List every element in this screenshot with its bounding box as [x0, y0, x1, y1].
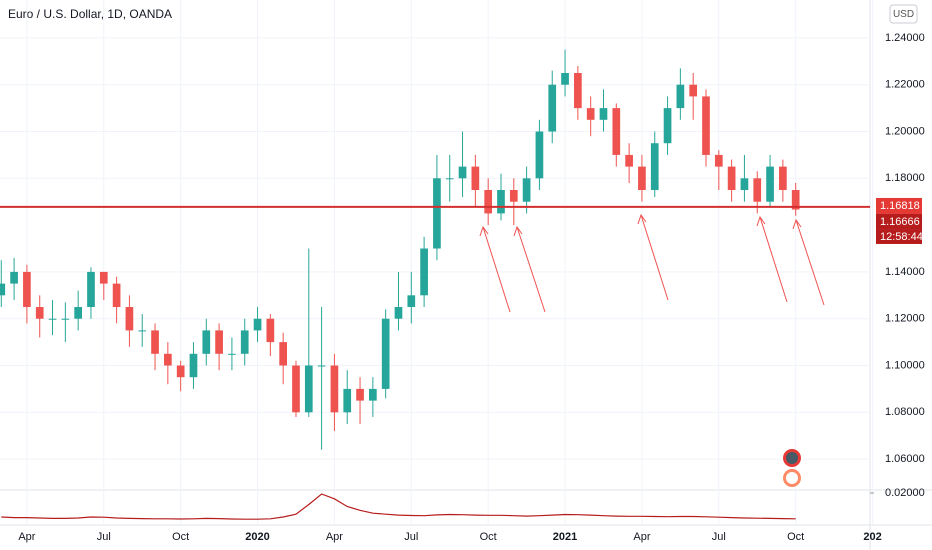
candle-body	[215, 330, 223, 354]
candle-body	[522, 178, 531, 202]
candle-body	[176, 365, 185, 378]
price-label-box	[876, 213, 922, 230]
price-label: 1.16818	[880, 200, 920, 212]
candle-body	[74, 307, 83, 319]
candle-body	[23, 271, 31, 308]
y-tick-label: 1.12000	[885, 313, 925, 325]
candle-body	[189, 353, 198, 378]
candle-body	[791, 190, 800, 210]
candle-body	[484, 190, 493, 214]
countdown: 12:58:44	[880, 231, 923, 243]
candle-body	[317, 365, 326, 367]
x-tick-label: Jul	[404, 531, 418, 543]
candle-body	[10, 271, 18, 284]
y-tick-label: 1.20000	[885, 125, 925, 137]
candle-body	[445, 178, 454, 180]
y-tick-label: 1.14000	[885, 266, 925, 278]
x-tick-label: Apr	[326, 531, 343, 543]
y-tick-label: 1.24000	[885, 32, 925, 44]
candle-body	[125, 307, 134, 331]
price-label-box	[876, 197, 922, 214]
candle-body	[343, 388, 352, 413]
x-tick-label: Oct	[480, 531, 497, 543]
candle-body	[766, 166, 774, 202]
candle-body	[164, 353, 172, 366]
y-tick-label: 1.06000	[885, 453, 925, 465]
candle-body	[0, 283, 6, 296]
candle-body	[304, 365, 313, 413]
candle-body	[714, 154, 723, 167]
candle-body	[407, 295, 416, 308]
candle-body	[548, 84, 557, 132]
candle-body	[330, 365, 339, 413]
candle-body	[740, 178, 749, 191]
candle-body	[381, 318, 390, 389]
y-tick-label: 1.08000	[885, 406, 925, 418]
x-tick-label: Apr	[633, 531, 650, 543]
candle-body	[497, 190, 505, 214]
candle-body	[240, 330, 249, 354]
candle-body	[61, 318, 70, 320]
candle-body	[727, 166, 736, 191]
candle-body	[458, 166, 467, 179]
y-tick-label: 0.02000	[885, 487, 925, 499]
y-tick-label: 1.18000	[885, 172, 925, 184]
x-tick-label: Oct	[787, 531, 804, 543]
candle-body	[112, 283, 121, 308]
x-tick-label: 2021	[553, 531, 577, 543]
candle-body	[535, 131, 544, 179]
x-tick-label: Jul	[712, 531, 726, 543]
candle-body	[471, 166, 480, 191]
candle-body	[650, 143, 659, 191]
x-tick-label: 2020	[245, 531, 269, 543]
countdown-box	[876, 229, 922, 244]
candle-body	[202, 330, 211, 354]
candle-body	[292, 365, 300, 413]
candle-body	[638, 166, 646, 191]
x-tick-label: Apr	[18, 531, 35, 543]
candle-body	[586, 108, 595, 120]
x-tick-label: Jul	[97, 531, 111, 543]
candle-body	[356, 388, 364, 401]
candle-body	[561, 73, 569, 85]
candle-body	[279, 342, 288, 366]
candle-body	[151, 330, 159, 354]
candle-body	[253, 318, 262, 331]
candle-body	[35, 307, 44, 319]
x-tick-label: 202	[863, 531, 881, 543]
candle-body	[369, 388, 377, 401]
indicator-line	[1, 493, 796, 520]
badges	[783, 449, 801, 487]
candle-body	[676, 84, 685, 109]
chart-title: Euro / U.S. Dollar, 1D, OANDA	[8, 7, 172, 21]
currency-button[interactable]	[889, 4, 918, 24]
candle-body	[574, 73, 582, 109]
candle-body	[48, 318, 57, 320]
candle-body	[625, 154, 633, 167]
candle-body	[753, 178, 762, 202]
currency: USD	[893, 9, 914, 20]
candle-body	[228, 353, 236, 355]
candle-body	[87, 271, 95, 308]
price-label: 1.16666	[880, 216, 920, 228]
candle-body	[433, 178, 441, 249]
candle-body	[779, 166, 787, 191]
candle-body	[689, 84, 698, 97]
candle-body	[138, 330, 147, 332]
candle-body	[99, 271, 108, 284]
candle-body	[394, 307, 403, 319]
candle-body	[420, 248, 428, 296]
candle-body	[599, 108, 608, 120]
candle-body	[612, 108, 621, 155]
x-tick-label: Oct	[172, 531, 189, 543]
y-tick-label: 1.10000	[885, 359, 925, 371]
candle-body	[702, 96, 710, 155]
candle-body	[663, 108, 672, 144]
y-tick-label: 1.22000	[885, 79, 925, 91]
arrows	[479, 213, 825, 313]
candle-body	[509, 190, 518, 202]
candle-body	[266, 318, 275, 343]
